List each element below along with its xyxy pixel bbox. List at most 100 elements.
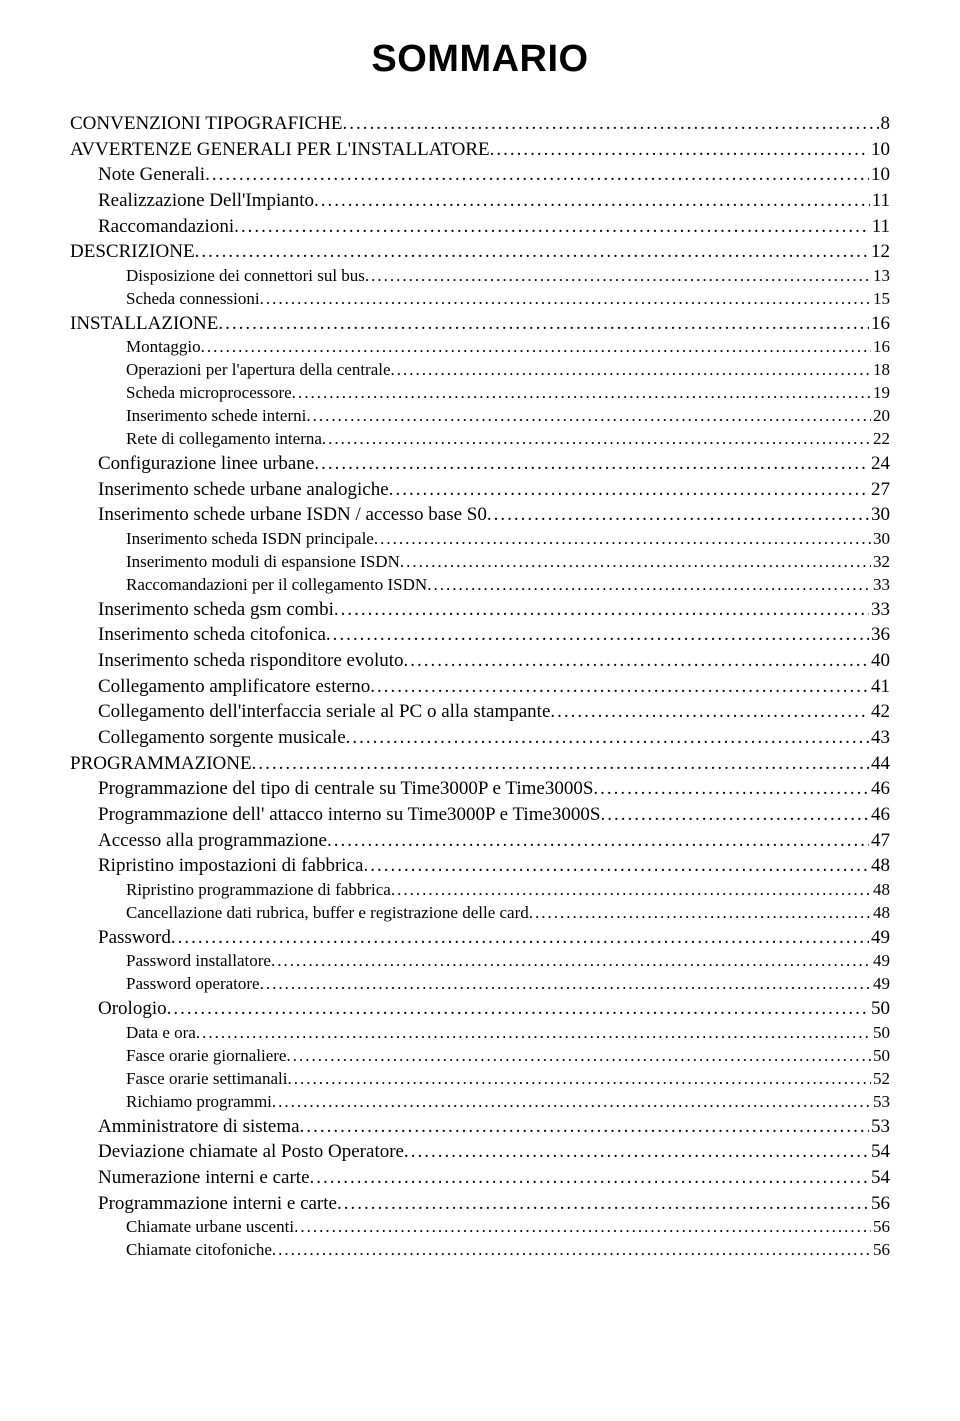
toc-entry-page: 27 (869, 477, 890, 503)
toc-leader-dots (294, 1216, 871, 1239)
toc-entry-label: Programmazione dell' attacco interno su … (98, 802, 601, 828)
toc-entry-label: Numerazione interni e carte (98, 1165, 310, 1191)
toc-entry-label: Programmazione del tipo di centrale su T… (98, 776, 593, 802)
toc-entry-page: 20 (871, 405, 890, 428)
toc-entry-page: 50 (871, 1022, 890, 1045)
toc-entry-label: Raccomandazioni per il collegamento ISDN (126, 574, 427, 597)
toc-leader-dots (337, 1191, 869, 1217)
toc-leader-dots (314, 188, 870, 214)
toc-entry: Richiamo programmi53 (70, 1091, 890, 1114)
toc-entry-page: 56 (871, 1216, 890, 1239)
toc-leader-dots (310, 1165, 869, 1191)
toc-leader-dots (300, 1114, 869, 1140)
toc-entry-label: Inserimento moduli di espansione ISDN (126, 551, 400, 574)
toc-entry-label: Inserimento schede interni (126, 405, 306, 428)
toc-entry: Inserimento scheda citofonica36 (70, 622, 890, 648)
toc-entry: Orologio50 (70, 996, 890, 1022)
toc-leader-dots (272, 1091, 871, 1114)
toc-entry-label: Ripristino impostazioni di fabbrica (98, 853, 363, 879)
toc-entry-page: 44 (869, 751, 890, 777)
toc-leader-dots (550, 699, 869, 725)
toc-entry: Ripristino programmazione di fabbrica 48 (70, 879, 890, 902)
toc-entry-page: 49 (871, 950, 890, 973)
toc-entry-label: Ripristino programmazione di fabbrica (126, 879, 391, 902)
toc-entry-page: 53 (871, 1091, 890, 1114)
toc-entry-label: Accesso alla programmazione (98, 828, 327, 854)
toc-entry-label: Collegamento amplificatore esterno (98, 674, 370, 700)
toc-entry-label: Inserimento scheda ISDN principale (126, 528, 374, 551)
toc-leader-dots (326, 622, 869, 648)
toc-entry-page: 16 (871, 336, 890, 359)
toc-entry-label: Password operatore (126, 973, 260, 996)
toc-entry-label: Configurazione linee urbane (98, 451, 314, 477)
toc-entry: Collegamento sorgente musicale43 (70, 725, 890, 751)
toc-leader-dots (601, 802, 870, 828)
toc-leader-dots (346, 725, 869, 751)
toc-entry: Accesso alla programmazione47 (70, 828, 890, 854)
toc-entry-label: Deviazione chiamate al Posto Operatore (98, 1139, 404, 1165)
toc-entry-page: 15 (871, 288, 890, 311)
toc-leader-dots (252, 751, 869, 777)
toc-leader-dots (363, 853, 869, 879)
toc-entry: Inserimento schede urbane analogiche 27 (70, 477, 890, 503)
toc-entry: Password49 (70, 925, 890, 951)
toc-entry-label: INSTALLAZIONE (70, 311, 218, 337)
toc-entry-page: 48 (869, 853, 890, 879)
toc-entry: Inserimento moduli di espansione ISDN 32 (70, 551, 890, 574)
toc-entry-label: Scheda microprocessore (126, 382, 292, 405)
toc-entry: Fasce orarie settimanali52 (70, 1068, 890, 1091)
toc-leader-dots (196, 1022, 871, 1045)
toc-leader-dots (427, 574, 871, 597)
toc-entry: Password installatore49 (70, 950, 890, 973)
toc-entry: Deviazione chiamate al Posto Operatore 54 (70, 1139, 890, 1165)
toc-entry-page: 50 (869, 996, 890, 1022)
toc-leader-dots (370, 674, 869, 700)
toc-leader-dots (205, 162, 869, 188)
toc-entry: Inserimento scheda gsm combi33 (70, 597, 890, 623)
toc-entry-page: 32 (871, 551, 890, 574)
toc-leader-dots (286, 1045, 871, 1068)
toc-entry-label: Inserimento schede urbane analogiche (98, 477, 389, 503)
toc-entry: Operazioni per l'apertura della centrale… (70, 359, 890, 382)
toc-entry: Raccomandazioni11 (70, 214, 890, 240)
toc-entry-label: Collegamento dell'interfaccia seriale al… (98, 699, 550, 725)
toc-entry: Disposizione dei connettori sul bus13 (70, 265, 890, 288)
toc-leader-dots (391, 359, 871, 382)
toc-entry: Programmazione del tipo di centrale su T… (70, 776, 890, 802)
toc-entry-page: 48 (871, 879, 890, 902)
toc-entry-label: Cancellazione dati rubrica, buffer e reg… (126, 902, 529, 925)
toc-entry-page: 46 (869, 802, 890, 828)
toc-leader-dots (391, 879, 871, 902)
toc-leader-dots (287, 1068, 871, 1091)
toc-entry-page: 40 (869, 648, 890, 674)
toc-entry-page: 56 (869, 1191, 890, 1217)
toc-entry: Chiamate urbane uscenti56 (70, 1216, 890, 1239)
toc-leader-dots (271, 950, 871, 973)
toc-leader-dots (234, 214, 870, 240)
toc-entry-label: Inserimento schede urbane ISDN / accesso… (98, 502, 487, 528)
toc-entry: Password operatore49 (70, 973, 890, 996)
toc-entry-label: Realizzazione Dell'Impianto (98, 188, 314, 214)
toc-entry-page: 22 (871, 428, 890, 451)
toc-leader-dots (487, 502, 869, 528)
toc-entry-label: Scheda connessioni (126, 288, 260, 311)
toc-entry-page: 54 (869, 1165, 890, 1191)
toc-entry-label: Rete di collegamento interna (126, 428, 322, 451)
toc-entry: PROGRAMMAZIONE44 (70, 751, 890, 777)
toc-entry-page: 54 (869, 1139, 890, 1165)
toc-entry: Amministratore di sistema53 (70, 1114, 890, 1140)
toc-entry-page: 46 (869, 776, 890, 802)
toc-entry: Inserimento scheda ISDN principale30 (70, 528, 890, 551)
toc-entry-label: DESCRIZIONE (70, 239, 195, 265)
toc-entry-page: 16 (869, 311, 890, 337)
toc-entry-label: AVVERTENZE GENERALI PER L'INSTALLATORE (70, 137, 490, 163)
toc-leader-dots (167, 996, 869, 1022)
toc-entry: INSTALLAZIONE 16 (70, 311, 890, 337)
toc-entry: Ripristino impostazioni di fabbrica 48 (70, 853, 890, 879)
toc-leader-dots (374, 528, 871, 551)
toc-entry: Montaggio16 (70, 336, 890, 359)
toc-leader-dots (404, 648, 869, 674)
toc-leader-dots (272, 1239, 871, 1262)
toc-entry: AVVERTENZE GENERALI PER L'INSTALLATORE10 (70, 137, 890, 163)
toc-entry: Fasce orarie giornaliere50 (70, 1045, 890, 1068)
